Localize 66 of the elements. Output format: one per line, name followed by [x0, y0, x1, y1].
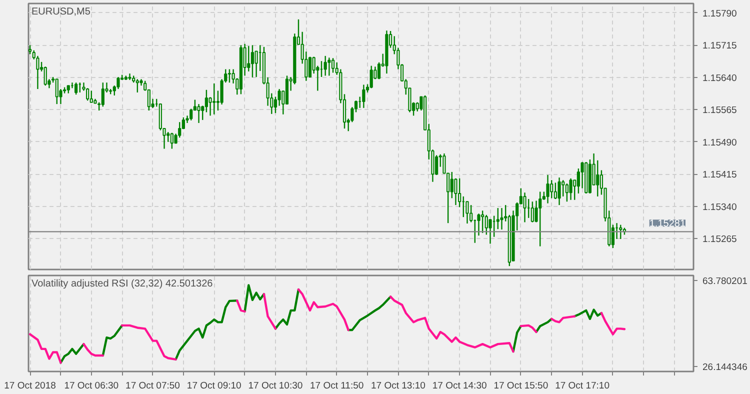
candlestick	[204, 89, 208, 113]
candlestick	[101, 82, 104, 108]
candlestick	[538, 191, 542, 247]
y-tick-label: 1.15265	[702, 234, 737, 246]
x-tick-label: 17 Oct 15:50	[494, 380, 548, 392]
candlestick	[558, 176, 561, 206]
y-tick-label: 1.15640	[702, 72, 737, 84]
y-tick-label: 1.15790	[702, 8, 737, 20]
x-tick-label: 17 Oct 11:50	[310, 380, 364, 392]
candlestick	[55, 78, 58, 105]
candlestick	[331, 57, 335, 74]
candlestick	[565, 182, 568, 202]
candlestick	[377, 62, 381, 80]
candlestick	[136, 78, 139, 94]
x-tick-label: 17 Oct 13:10	[371, 380, 426, 392]
candlestick	[450, 171, 454, 199]
x-tick-label: 17 Oct 09:10	[186, 380, 242, 392]
candlestick	[550, 180, 554, 199]
y-tick-label: 1.15490	[702, 137, 737, 148]
candlestick	[619, 224, 622, 240]
x-tick-label: 17 Oct 14:30	[432, 380, 487, 392]
candlestick	[44, 66, 47, 86]
candlestick	[324, 55, 327, 76]
candlestick	[190, 108, 193, 121]
y-tick-label: 1.15340	[702, 202, 737, 213]
x-tick-label: 17 Oct 10:30	[248, 380, 303, 392]
x-tick-label: 17 Oct 06:30	[64, 380, 119, 392]
candlestick	[250, 44, 254, 78]
chart-title: EURUSD,M5	[32, 6, 91, 18]
candlestick	[278, 88, 281, 106]
y-tick-label: 1.15415	[702, 170, 737, 181]
y-tick-label: 1.15715	[702, 40, 737, 52]
candlestick	[228, 68, 232, 84]
candlestick	[247, 45, 250, 72]
x-tick-label: 17 Oct 07:50	[126, 380, 180, 392]
candlestick	[546, 174, 550, 204]
candlestick	[170, 132, 174, 150]
candlestick	[328, 57, 331, 76]
candlestick	[523, 192, 526, 223]
candlestick	[197, 103, 200, 124]
candlestick	[470, 204, 473, 223]
candlestick	[74, 82, 78, 96]
candlestick	[484, 214, 488, 236]
candlestick	[500, 207, 504, 230]
candlestick	[488, 218, 492, 244]
candlestick	[212, 82, 216, 115]
candlestick	[28, 44, 32, 55]
candlestick	[90, 90, 93, 103]
candlestick	[458, 178, 462, 208]
candlestick	[554, 182, 557, 200]
candlestick	[596, 160, 600, 198]
candlestick	[562, 180, 565, 198]
candlestick	[370, 65, 373, 89]
x-tick-label: 17 Oct 2018	[4, 380, 56, 392]
x-tick-label: 17 Oct 17:10	[555, 380, 610, 392]
chart-title: Volatility adjusted RSI (32,32) 42.501326	[32, 278, 214, 290]
y-tick-label: 63.780201	[702, 276, 748, 287]
y-tick-label: 1.15565	[702, 105, 737, 116]
candlestick	[166, 131, 170, 142]
candlestick	[481, 210, 484, 234]
candlestick	[362, 84, 366, 109]
candlestick	[434, 154, 438, 176]
candlestick	[496, 207, 500, 230]
y-tick-label: 26.144346	[702, 362, 748, 374]
candlestick	[569, 178, 572, 200]
candlestick	[530, 201, 534, 223]
